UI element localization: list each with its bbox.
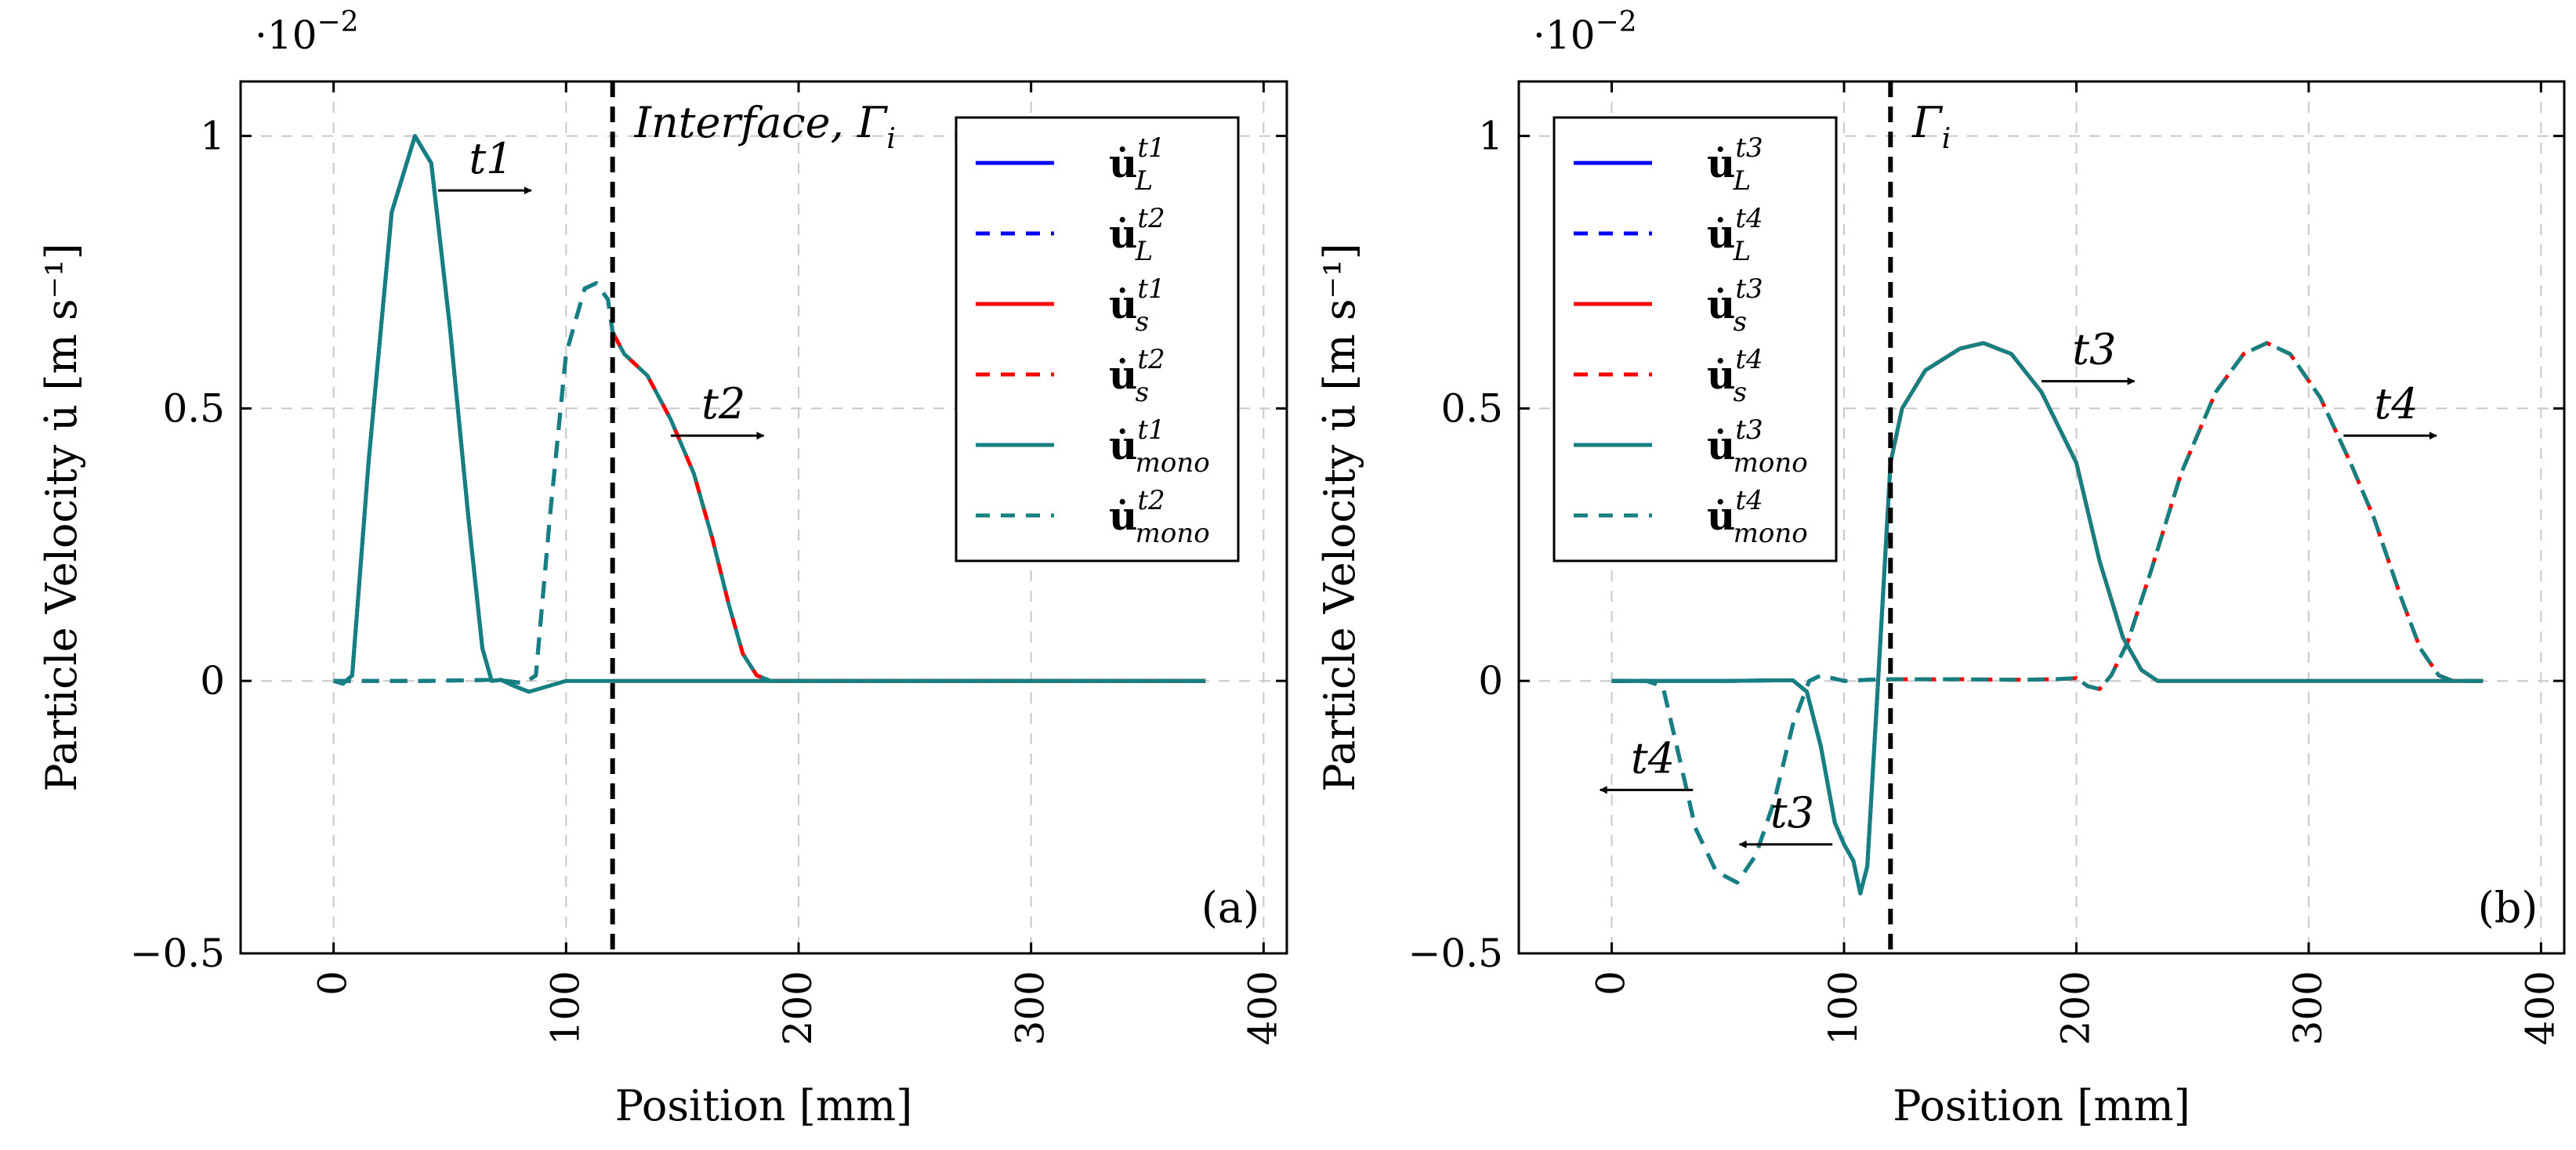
series-line-u_mono-t2 bbox=[333, 280, 1206, 685]
legend-sub: s bbox=[1136, 377, 1149, 408]
axes-frame bbox=[239, 80, 1288, 955]
legend-sup: t3 bbox=[1735, 414, 1763, 446]
x-tick-label: 300 bbox=[2285, 971, 2331, 1045]
x-tick-label: 100 bbox=[1821, 971, 1866, 1045]
x-tick-label: 100 bbox=[542, 971, 588, 1045]
legend-sup: t2 bbox=[1137, 203, 1165, 234]
legend-sub: mono bbox=[1136, 447, 1210, 479]
annotation-label: t4 bbox=[1631, 733, 1675, 783]
legend-sup: t3 bbox=[1735, 132, 1763, 164]
y-multiplier: ·10−2 bbox=[255, 6, 359, 58]
panel-label: (a) bbox=[1201, 883, 1259, 932]
y-tick-label: −0.5 bbox=[130, 931, 225, 976]
legend-sub: mono bbox=[1734, 447, 1808, 479]
annotation-label: t1 bbox=[469, 134, 513, 183]
legend-box bbox=[1552, 116, 1838, 562]
legend-sub: L bbox=[1733, 236, 1752, 267]
legend-sub: s bbox=[1734, 306, 1747, 338]
panel-label: (b) bbox=[2478, 883, 2538, 932]
x-axis-label: Position [mm] bbox=[615, 1081, 913, 1130]
legend-sup: t4 bbox=[1735, 203, 1763, 234]
annotation-label: t4 bbox=[2375, 379, 2418, 429]
legend-sup: t1 bbox=[1137, 414, 1165, 446]
x-tick-label: 200 bbox=[2052, 971, 2098, 1045]
legend-sup: t4 bbox=[1735, 485, 1763, 516]
y-tick-label: 0 bbox=[200, 658, 225, 703]
legend-sub: mono bbox=[1136, 518, 1210, 549]
series-line-u_l-t1 bbox=[332, 134, 530, 694]
y-axis-label: Particle Velocity u̇ [m s⁻¹] bbox=[37, 243, 86, 792]
y-tick-label: 0 bbox=[1478, 658, 1503, 703]
legend-sub: L bbox=[1733, 165, 1752, 197]
interface-subscript: i bbox=[1942, 123, 1951, 155]
chart-panel-a: Interface, Γi t1 t2 0 100 200 300 400 −0.5 0 0.5 1 ·… bbox=[37, 6, 1288, 1130]
x-tick-label: 400 bbox=[1240, 971, 1285, 1045]
legend-sup: t2 bbox=[1137, 485, 1165, 516]
interface-label: Γi bbox=[1911, 98, 1951, 155]
legend-box bbox=[955, 116, 1240, 562]
legend-sup: t1 bbox=[1137, 132, 1165, 164]
interface-label: Interface, Γi bbox=[634, 98, 896, 155]
x-axis-label: Position [mm] bbox=[1893, 1081, 2190, 1130]
x-tick-label: 0 bbox=[310, 971, 356, 996]
legend-sub: s bbox=[1136, 306, 1149, 338]
annotation-label: t3 bbox=[1770, 788, 1814, 837]
y-tick-label: 1 bbox=[1478, 114, 1503, 159]
legend-sub: L bbox=[1135, 236, 1154, 267]
y-tick-label: 0.5 bbox=[1440, 385, 1503, 431]
legend-sup: t4 bbox=[1735, 344, 1763, 375]
legend-sub: s bbox=[1734, 377, 1747, 408]
legend-sub: mono bbox=[1734, 518, 1808, 549]
legend-sup: t1 bbox=[1137, 273, 1165, 305]
x-tick-label: 400 bbox=[2517, 971, 2563, 1045]
series-line-u_mono-t4 bbox=[1611, 341, 2484, 885]
legend-sup: t2 bbox=[1137, 344, 1165, 375]
y-multiplier-exponent: −2 bbox=[1596, 6, 1637, 38]
y-axis-label: Particle Velocity u̇ [m s⁻¹] bbox=[1315, 243, 1364, 792]
interface-subscript: i bbox=[886, 123, 896, 155]
series-line-u_mono-t1 bbox=[332, 134, 1206, 694]
annotation-label: t2 bbox=[701, 379, 745, 429]
y-tick-label: −0.5 bbox=[1408, 931, 1503, 976]
axes-frame bbox=[1517, 80, 2566, 955]
y-tick-label: 1 bbox=[200, 114, 225, 159]
legend-sup: t3 bbox=[1735, 273, 1763, 305]
x-tick-label: 300 bbox=[1008, 971, 1053, 1045]
chart-panel-b: Γi t3 t4 t3 t4 0 100 200 300 400 −0.5 0 0.5 1 ·10−2 Pos… bbox=[1315, 6, 2566, 1130]
y-multiplier-exponent: −2 bbox=[317, 6, 359, 38]
legend-sub: L bbox=[1135, 165, 1154, 197]
y-tick-label: 0.5 bbox=[162, 385, 225, 431]
x-tick-label: 200 bbox=[775, 971, 821, 1045]
x-tick-label: 0 bbox=[1589, 971, 1634, 996]
annotation-label: t3 bbox=[2072, 325, 2116, 374]
y-multiplier: ·10−2 bbox=[1533, 6, 1637, 58]
